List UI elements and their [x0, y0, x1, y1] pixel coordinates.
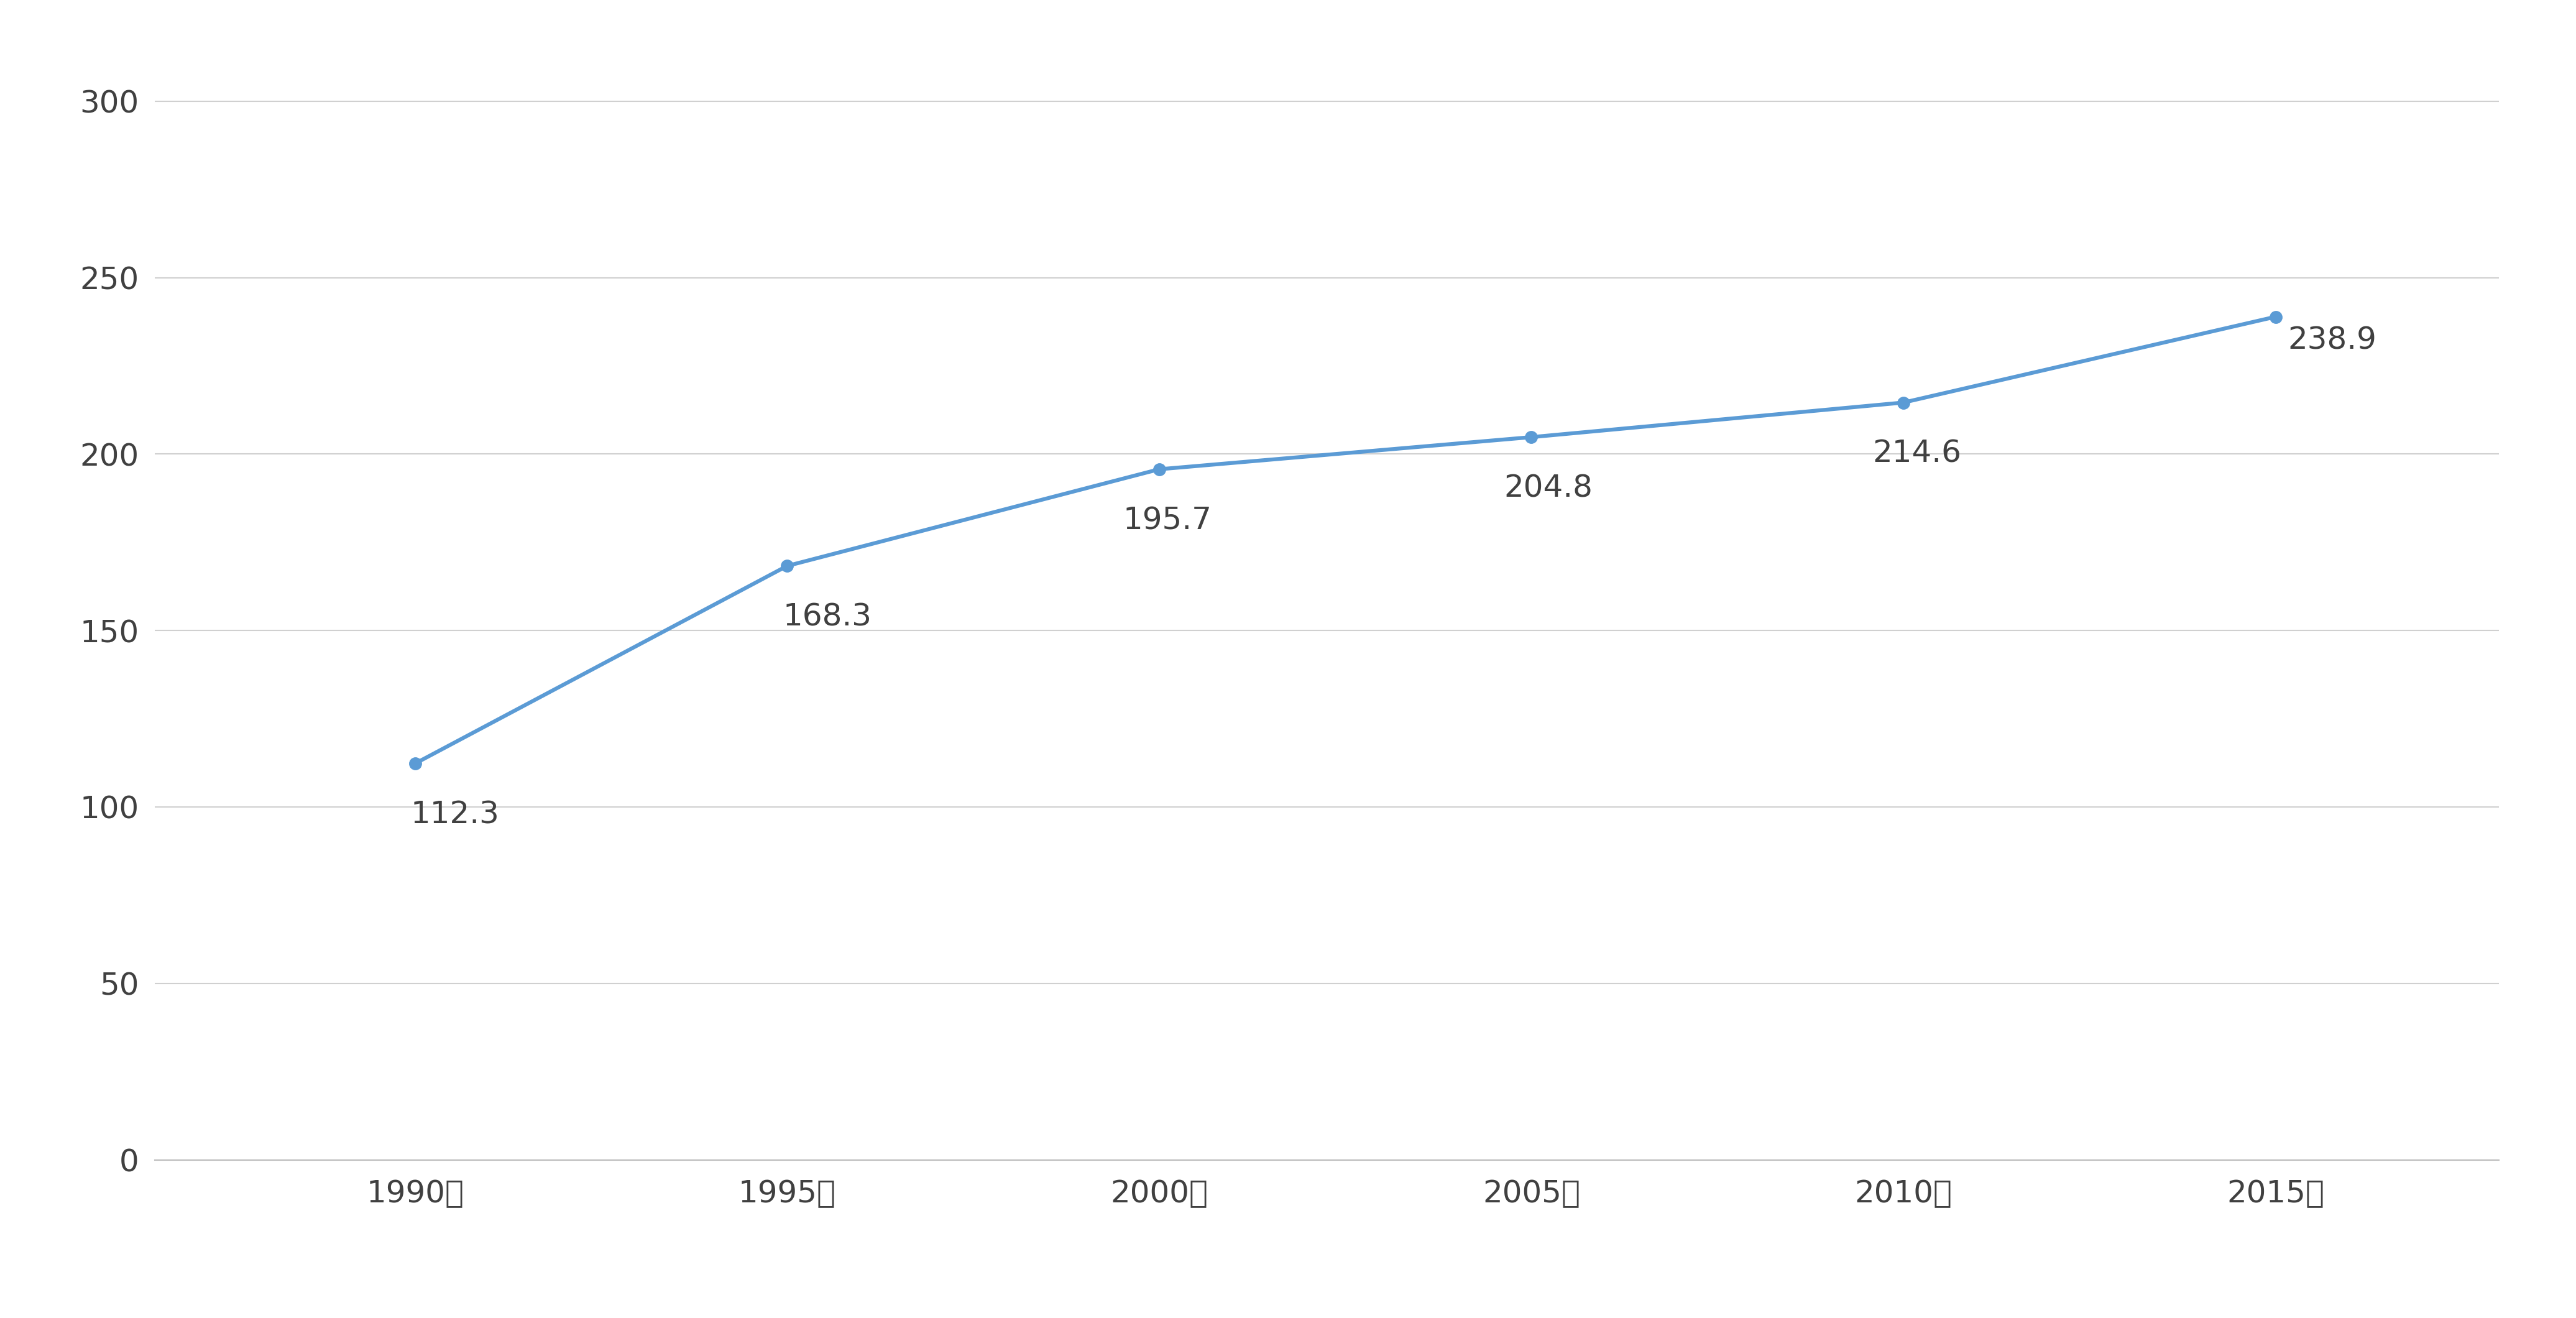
Text: 195.7: 195.7	[1123, 506, 1211, 535]
Text: 168.3: 168.3	[783, 602, 871, 633]
Text: 238.9: 238.9	[2287, 326, 2378, 356]
Text: 214.6: 214.6	[1873, 439, 1960, 469]
Text: 112.3: 112.3	[410, 800, 500, 829]
Text: 204.8: 204.8	[1504, 473, 1592, 503]
